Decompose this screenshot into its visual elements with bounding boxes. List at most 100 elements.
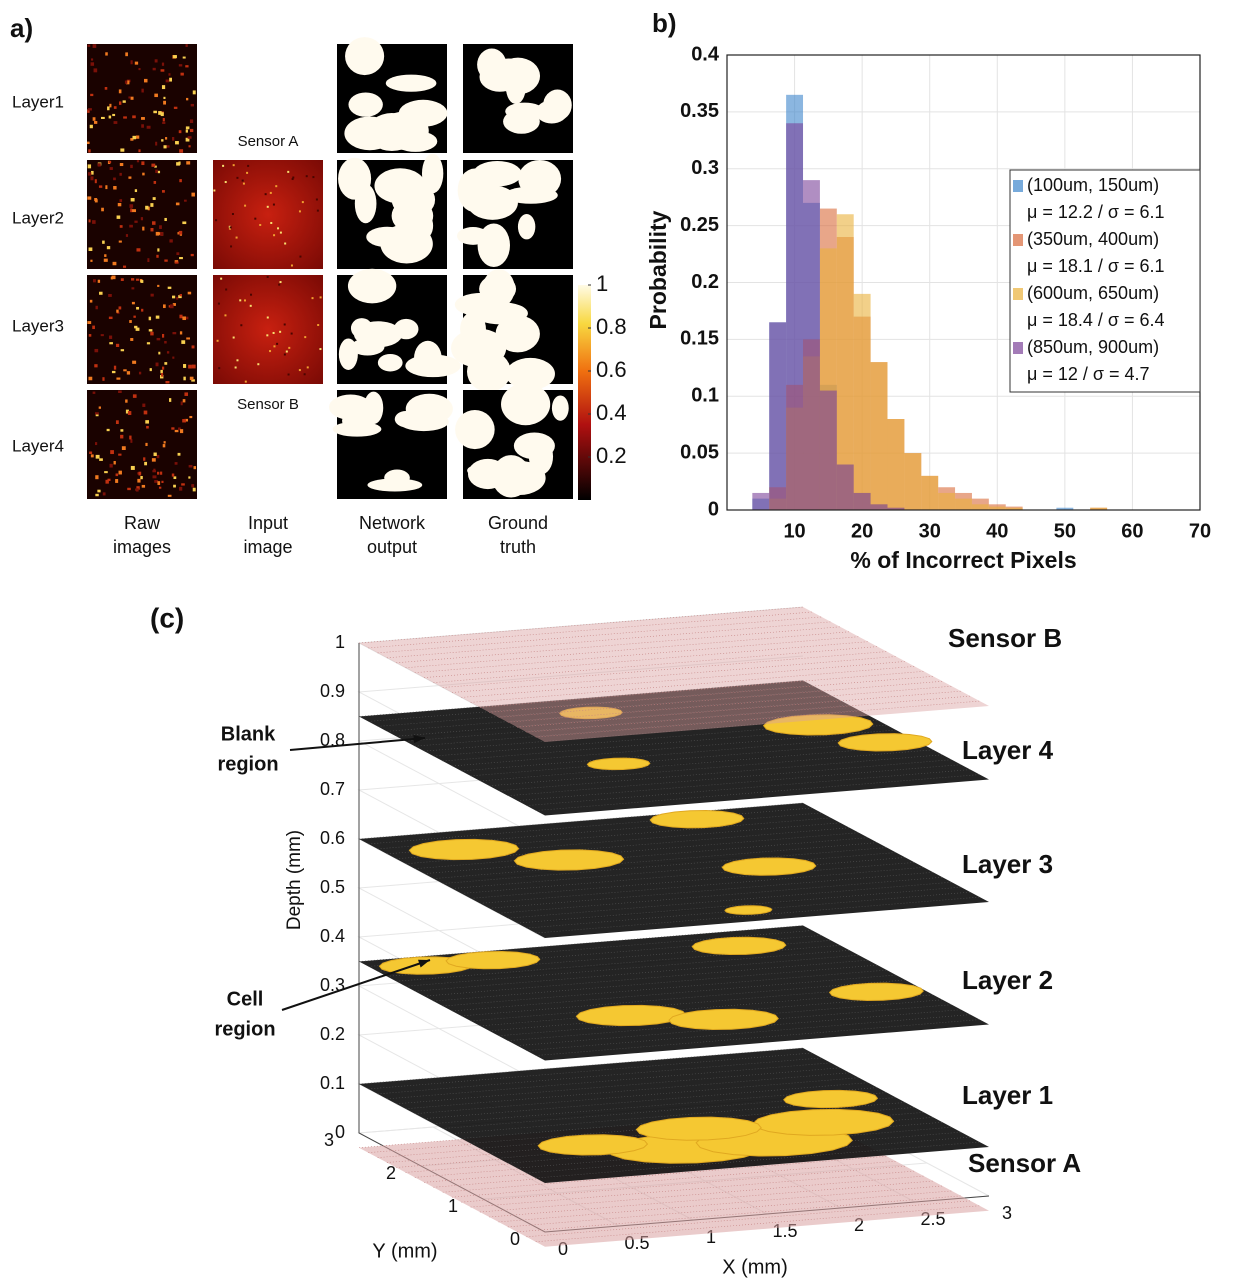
panel-c: (c)00.10.20.30.40.50.60.70.80.910 0.5 1 1.5… xyxy=(150,602,1081,1278)
raw-speckle xyxy=(118,390,122,393)
mask-blob xyxy=(385,74,437,92)
raw-speckle xyxy=(166,351,170,354)
raw-speckle xyxy=(159,225,162,229)
cell-region xyxy=(691,936,787,956)
raw-speckle xyxy=(123,116,127,119)
mask-blob xyxy=(380,224,433,264)
raw-speckle xyxy=(182,419,186,423)
layer-plane-dots xyxy=(405,1072,850,1110)
raw-speckle xyxy=(129,224,133,228)
raw-speckle xyxy=(160,374,164,379)
input-speckle xyxy=(276,342,279,345)
raw-speckle xyxy=(150,293,154,297)
cell-region xyxy=(445,950,541,970)
raw-speckle xyxy=(125,234,129,237)
layer-plane-dots xyxy=(377,935,822,972)
raw-speckle xyxy=(127,411,132,416)
mask-blob xyxy=(374,168,426,204)
raw-speckle xyxy=(145,205,149,210)
layer-plane-dots xyxy=(377,812,822,850)
raw-speckle xyxy=(177,452,181,456)
raw-speckle xyxy=(109,463,113,468)
y-tick-label: 0.2 xyxy=(691,271,719,293)
raw-speckle xyxy=(160,69,165,72)
raw-speckle xyxy=(111,275,116,280)
input-speckle xyxy=(244,380,247,383)
y-tick-label: 1 xyxy=(448,1196,458,1216)
legend-stats: μ = 18.1 / σ = 6.1 xyxy=(1027,256,1165,276)
input-image xyxy=(213,160,323,269)
layer-plane-dots xyxy=(358,1047,804,1085)
raw-speckle xyxy=(168,73,171,76)
raw-speckle xyxy=(125,399,128,403)
raw-speckle xyxy=(89,299,93,303)
input-speckle xyxy=(236,176,239,179)
raw-speckle xyxy=(183,376,186,381)
raw-speckle xyxy=(136,248,141,252)
legend-box xyxy=(1009,169,1201,393)
x-axis-label: % of Incorrect Pixels xyxy=(850,547,1076,573)
raw-speckle xyxy=(106,428,110,432)
raw-speckle xyxy=(175,202,180,206)
hist-bar xyxy=(769,322,787,510)
raw-speckle xyxy=(94,364,98,368)
raw-speckle xyxy=(130,164,133,169)
raw-speckle xyxy=(115,343,120,347)
raw-speckle xyxy=(154,93,158,98)
panel-label: a) xyxy=(10,13,33,43)
raw-speckle xyxy=(191,345,195,349)
raw-speckle xyxy=(145,420,149,424)
raw-speckle xyxy=(122,100,126,103)
raw-speckle xyxy=(92,325,95,330)
raw-speckle xyxy=(113,365,117,370)
input-speckle xyxy=(264,193,267,196)
raw-speckle xyxy=(137,472,140,475)
raw-speckle xyxy=(132,209,137,213)
raw-speckle xyxy=(115,420,119,425)
input-speckle xyxy=(279,281,282,284)
raw-speckle xyxy=(153,468,156,472)
mask-blob xyxy=(347,268,397,304)
raw-speckle xyxy=(92,220,96,224)
raw-speckle xyxy=(118,470,122,475)
layer-plane-dots xyxy=(526,769,971,806)
raw-speckle xyxy=(108,316,113,320)
raw-speckle xyxy=(185,44,188,47)
raw-speckle xyxy=(131,301,135,305)
layer-plane-dots xyxy=(396,945,841,982)
sensor-plane-dots xyxy=(526,695,971,733)
raw-speckle xyxy=(187,136,192,139)
mask-blob xyxy=(505,102,545,120)
input-speckle xyxy=(311,297,314,300)
input-speckle xyxy=(213,189,216,192)
raw-image xyxy=(87,390,197,499)
raw-speckle xyxy=(161,333,165,338)
sensor-label: Sensor A xyxy=(238,133,299,150)
layer-plane-dots xyxy=(424,1082,869,1119)
raw-speckle xyxy=(152,197,156,200)
sensor-plane-dots xyxy=(498,1185,943,1223)
layer-plane-dots xyxy=(451,1097,897,1134)
raw-speckle xyxy=(136,486,140,490)
input-speckle xyxy=(229,226,232,229)
raw-speckle xyxy=(182,399,186,403)
sensor-plane-dots xyxy=(526,1200,971,1238)
input-speckle xyxy=(259,223,262,226)
layer-plane-dots xyxy=(414,954,859,992)
raw-speckle xyxy=(113,186,117,190)
raw-speckle xyxy=(87,164,92,169)
raw-speckle xyxy=(164,259,168,262)
input-speckle xyxy=(231,213,234,216)
hist-bar xyxy=(1005,507,1023,510)
raw-speckle xyxy=(167,286,172,289)
hist-bar xyxy=(955,498,972,510)
legend-stats: μ = 12 / σ = 4.7 xyxy=(1027,364,1150,384)
input-speckle xyxy=(244,204,247,207)
raw-speckle xyxy=(92,44,97,48)
raw-speckle xyxy=(136,160,140,163)
raw-speckle xyxy=(134,220,138,223)
x-tick-label: 70 xyxy=(1189,520,1211,542)
column-label: output xyxy=(367,537,417,557)
raw-speckle xyxy=(161,372,164,377)
raw-speckle xyxy=(90,259,93,262)
